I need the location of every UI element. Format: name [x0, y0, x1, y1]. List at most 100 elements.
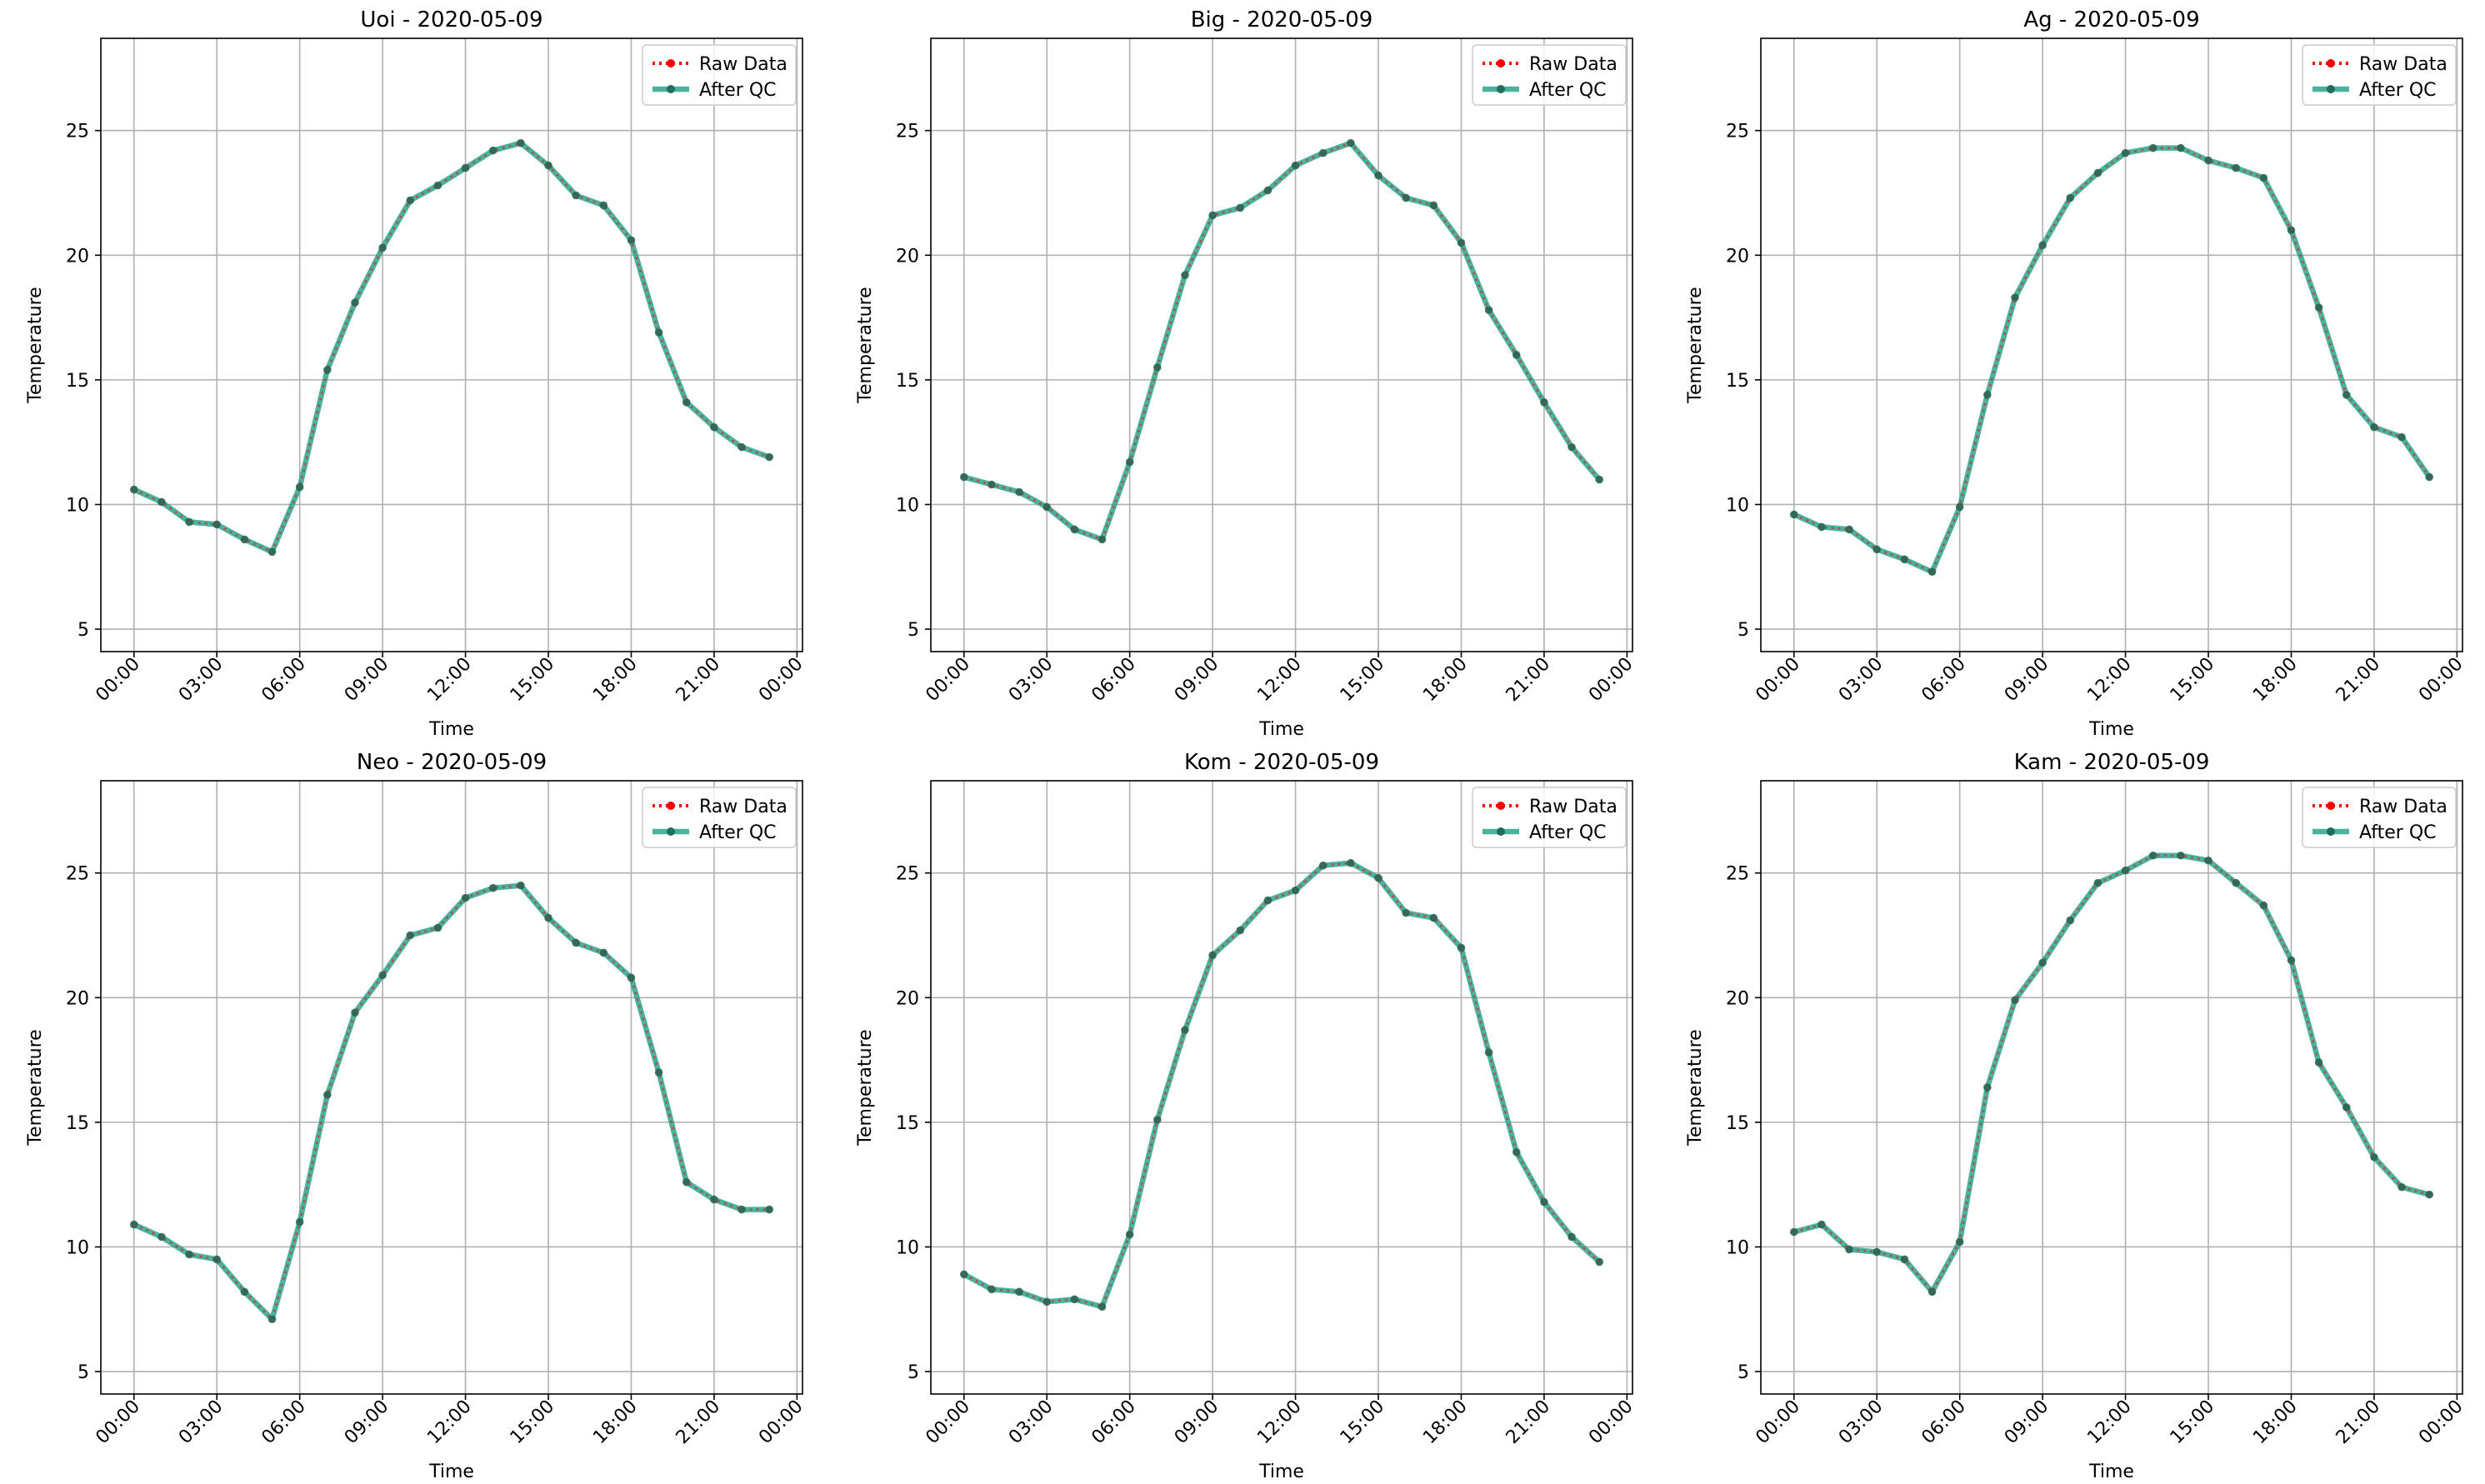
after-qc-point: [2342, 391, 2351, 399]
after-qc-point: [682, 1177, 691, 1187]
y-tick-label: 5: [78, 620, 89, 641]
x-tick-label: 00:00: [1585, 1397, 1638, 1449]
after-qc-point: [1070, 525, 1079, 534]
after-qc-point: [544, 161, 552, 170]
after-qc-point: [1208, 951, 1217, 960]
x-axis-label: Time: [428, 1462, 474, 1482]
after-qc-line: [961, 140, 1602, 542]
y-tick-label: 5: [78, 1362, 89, 1383]
legend-qc-marker: [667, 827, 675, 836]
after-qc-point: [2425, 1190, 2434, 1199]
chart-title: Neo - 2020-05-09: [357, 750, 547, 775]
y-tick-label: 10: [1726, 495, 1749, 516]
y-tick-label: 5: [908, 1362, 919, 1383]
legend-qc-label: After QC: [2359, 80, 2437, 101]
y-tick-label: 10: [66, 495, 89, 516]
x-tick-label: 09:00: [341, 654, 393, 707]
after-qc-point: [2177, 143, 2185, 152]
after-qc-point: [1263, 896, 1272, 905]
after-qc-point: [1429, 913, 1438, 922]
after-qc-point: [654, 1068, 663, 1077]
x-tick-label: 15:00: [507, 654, 559, 707]
y-axis-label: Temperature: [855, 1029, 876, 1146]
subplot-4: 5 10 15 20 25 00:00 03:00 06:00 09:00 12:00 15:00 1…: [25, 750, 808, 1482]
y-tick-label: 15: [896, 371, 919, 392]
after-qc-point: [2011, 293, 2019, 302]
after-qc-point: [1208, 211, 1217, 220]
legend-raw-label: Raw Data: [2359, 797, 2448, 817]
x-tick-label: 00:00: [1585, 654, 1638, 707]
after-qc-point: [1955, 1237, 1964, 1247]
after-qc-point: [185, 517, 193, 527]
legend-qc-marker: [2327, 827, 2335, 836]
axes-frame: [100, 37, 803, 652]
x-tick-label: 06:00: [1918, 654, 1970, 707]
raw-data-line: [1793, 147, 2431, 573]
after-qc-point: [627, 973, 636, 982]
legend-raw-marker: [1497, 802, 1505, 810]
after-qc-point: [2259, 173, 2268, 182]
after-qc-point: [378, 971, 387, 980]
legend-qc-label: After QC: [1529, 822, 1607, 843]
x-tick-label: 09:00: [2001, 1397, 2053, 1449]
after-qc-point: [1484, 306, 1493, 314]
after-qc-point: [1236, 203, 1245, 212]
x-tick-label: 21:00: [2332, 654, 2385, 707]
legend-raw-label: Raw Data: [699, 54, 788, 75]
x-tick-label: 18:00: [589, 1397, 642, 1449]
after-qc-point: [1070, 1295, 1079, 1304]
after-qc-point: [129, 485, 138, 494]
x-tick-label: 21:00: [2332, 1397, 2385, 1449]
after-qc-point: [1374, 873, 1382, 882]
x-axis-label: Time: [2088, 1462, 2134, 1482]
y-tick-label: 20: [66, 988, 89, 1009]
after-qc-point: [461, 893, 470, 902]
after-qc-point: [240, 535, 249, 544]
y-tick-label: 20: [1726, 988, 1749, 1009]
chart-title: Ag - 2020-05-09: [2023, 7, 2199, 32]
after-qc-point: [1291, 886, 1300, 895]
x-tick-label: 06:00: [258, 1397, 310, 1449]
y-tick-label: 20: [896, 246, 919, 267]
after-qc-point: [2121, 866, 2130, 875]
after-qc-point: [2066, 916, 2075, 925]
after-qc-point: [2314, 303, 2323, 312]
after-qc-point: [738, 442, 746, 452]
after-qc-point: [1900, 1255, 1909, 1264]
y-tick-label: 5: [1738, 1362, 1749, 1383]
after-qc-point: [1263, 186, 1272, 195]
raw-data-line: [1793, 854, 2430, 1294]
after-qc-point: [158, 497, 166, 507]
after-qc-point: [2148, 143, 2158, 152]
after-qc-point: [268, 547, 277, 557]
after-qc-point: [2370, 1152, 2378, 1162]
x-tick-label: 06:00: [1088, 654, 1140, 707]
after-qc-point: [2038, 958, 2047, 967]
x-tick-label: 21:00: [1502, 1397, 1555, 1449]
after-qc-point: [1872, 1247, 1882, 1257]
after-qc-point: [1540, 1197, 1548, 1207]
after-qc-line: [131, 882, 772, 1322]
after-qc-point: [959, 472, 968, 482]
x-axis-label: Time: [2088, 719, 2134, 740]
x-tick-label: 18:00: [1419, 1397, 1472, 1449]
y-axis-label: Temperature: [25, 1029, 46, 1146]
x-tick-label: 06:00: [1918, 1397, 1970, 1449]
after-qc-point: [2287, 226, 2296, 235]
after-qc-point: [240, 1287, 249, 1297]
legend-qc-label: After QC: [1529, 80, 1607, 101]
after-qc-point: [959, 1270, 968, 1279]
x-tick-label: 12:00: [1253, 654, 1306, 707]
after-qc-point: [1789, 510, 1798, 519]
x-tick-label: 00:00: [922, 1397, 975, 1449]
after-qc-point: [2093, 878, 2102, 887]
after-qc-point: [2177, 851, 2185, 860]
raw-data-line: [133, 884, 770, 1322]
after-qc-point: [323, 366, 332, 374]
axes-frame: [100, 780, 803, 1395]
x-tick-label: 09:00: [2001, 654, 2053, 707]
x-tick-label: 00:00: [922, 654, 975, 707]
after-qc-point: [268, 1315, 277, 1324]
after-qc-point: [2342, 1103, 2351, 1112]
